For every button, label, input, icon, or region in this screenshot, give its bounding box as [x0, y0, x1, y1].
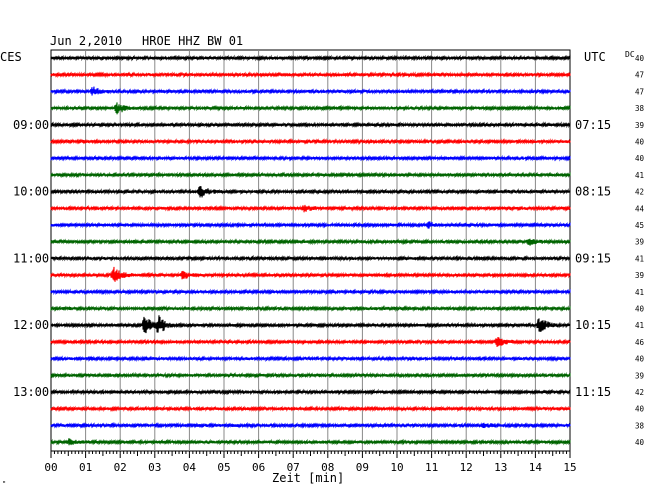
- x-tick-label: 10: [390, 461, 403, 474]
- seismic-trace: [50, 238, 571, 246]
- dc-value-label: 41: [635, 288, 644, 297]
- seismic-trace: [50, 438, 571, 446]
- left-hour-label: 11:00: [13, 251, 49, 265]
- right-hour-label: 10:15: [575, 318, 611, 332]
- seismic-trace: [50, 204, 571, 213]
- seismic-trace: [50, 266, 571, 282]
- x-tick-label: 08: [321, 461, 334, 474]
- x-axis-label: Zeit [min]: [272, 471, 344, 485]
- seismic-trace: [50, 71, 571, 79]
- dc-value-label: 40: [635, 405, 645, 414]
- seismic-trace: [50, 121, 571, 129]
- dc-value-label: 42: [635, 388, 644, 397]
- x-tick-label: 01: [79, 461, 92, 474]
- dc-value-label: 42: [635, 188, 644, 197]
- dc-value-label: 40: [635, 138, 645, 147]
- x-tick-label: 06: [252, 461, 265, 474]
- header-station: HROE HHZ BW 01: [142, 34, 243, 48]
- left-hour-label: 09:00: [13, 118, 49, 132]
- seismic-trace: [50, 221, 571, 229]
- right-hour-label: 07:15: [575, 118, 611, 132]
- dc-value-label: 44: [635, 204, 645, 213]
- axis-labels: 09:00 10:00 11:00 12:00 13:00 07:15 08:15 09:15…: [13, 54, 645, 474]
- dc-value-label: 39: [635, 371, 644, 380]
- corner-mark: ": [2, 480, 6, 488]
- seismic-trace: [50, 171, 571, 179]
- x-tick-label: 12: [460, 461, 473, 474]
- left-hour-label: 12:00: [13, 318, 49, 332]
- x-tick-label: 03: [148, 461, 161, 474]
- dc-value-label: 40: [635, 154, 645, 163]
- seismic-trace: [50, 405, 571, 413]
- x-tick-label: 04: [183, 461, 197, 474]
- dc-value-label: 39: [635, 238, 644, 247]
- left-hour-label: 10:00: [13, 185, 49, 199]
- trace-group: [50, 54, 571, 446]
- dc-value-label: 40: [635, 54, 645, 63]
- dc-value-label: 38: [635, 421, 645, 430]
- seismic-trace: [50, 138, 571, 146]
- dc-value-label: 41: [635, 171, 644, 180]
- dc-value-label: 40: [635, 305, 645, 314]
- seismic-trace: [50, 355, 571, 363]
- seismic-trace: [50, 185, 571, 198]
- seismic-trace: [50, 54, 571, 62]
- seismic-trace: [50, 102, 571, 115]
- dc-value-label: 47: [635, 87, 644, 96]
- dc-value-label: 38: [635, 104, 645, 113]
- x-tick-label: 00: [44, 461, 57, 474]
- dc-value-label: 40: [635, 438, 645, 447]
- x-tick-label: 07: [287, 461, 300, 474]
- seismic-trace: [50, 288, 571, 296]
- dc-value-label: 45: [635, 221, 644, 230]
- seismic-trace: [50, 421, 571, 429]
- right-hour-label: 11:15: [575, 385, 611, 399]
- seismic-trace: [50, 86, 571, 96]
- x-tick-label: 15: [563, 461, 576, 474]
- header-date: Jun 2,2010: [50, 34, 122, 48]
- x-tick-label: 02: [114, 461, 127, 474]
- right-hour-label: 09:15: [575, 251, 611, 265]
- dc-value-label: 41: [635, 254, 644, 263]
- dc-value-label: 47: [635, 71, 644, 80]
- x-tick-label: 14: [529, 461, 543, 474]
- x-tick-label: 05: [217, 461, 230, 474]
- right-timezone-label: UTC: [584, 50, 606, 64]
- dc-value-label: 40: [635, 355, 645, 364]
- seismic-trace: [50, 154, 571, 162]
- dc-value-label: 41: [635, 321, 644, 330]
- seismic-trace: [50, 336, 571, 347]
- time-grid: [50, 49, 571, 458]
- left-timezone-label: CES: [0, 50, 22, 64]
- dc-value-label: 46: [635, 338, 645, 347]
- seismic-trace: [50, 371, 571, 379]
- seismic-trace: [50, 315, 571, 334]
- dc-header-label: DC: [625, 50, 635, 59]
- x-tick-label: 11: [425, 461, 438, 474]
- x-tick-label: 09: [356, 461, 369, 474]
- x-tick-label: 13: [494, 461, 507, 474]
- dc-value-label: 39: [635, 271, 644, 280]
- seismic-trace: [50, 388, 571, 396]
- seismic-trace: [50, 254, 571, 262]
- dc-value-label: 39: [635, 121, 644, 130]
- left-hour-label: 13:00: [13, 385, 49, 399]
- right-hour-label: 08:15: [575, 185, 611, 199]
- seismic-trace: [50, 305, 571, 313]
